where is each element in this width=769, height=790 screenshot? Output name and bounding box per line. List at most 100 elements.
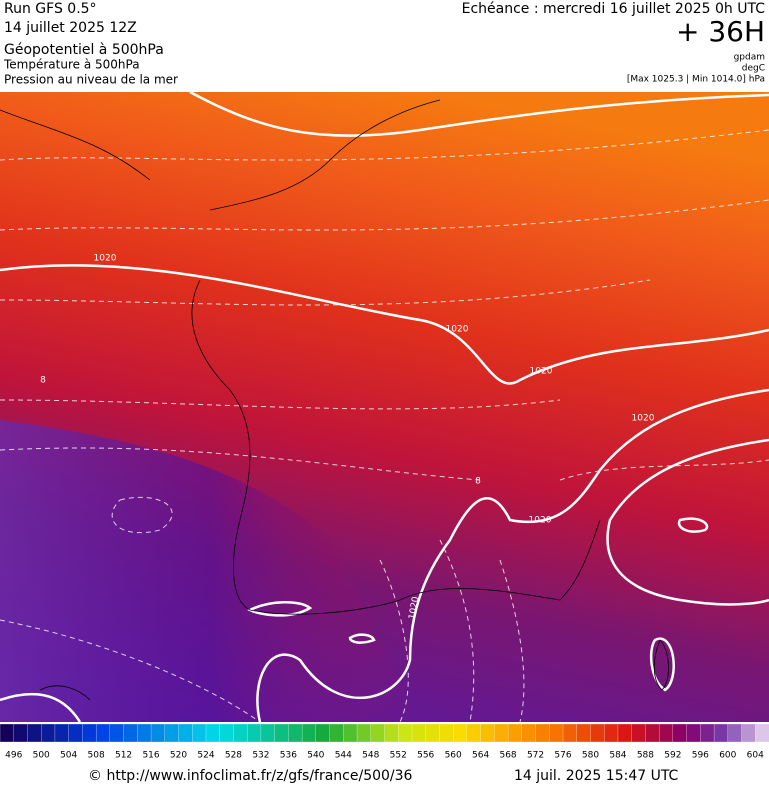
- unit: degC: [742, 64, 765, 74]
- color-swatch: [590, 723, 605, 743]
- generated: 14 juil. 2025 15:47 UTC: [514, 768, 679, 784]
- color-swatch: [109, 723, 125, 743]
- color-swatch: [137, 723, 152, 743]
- color-swatch: [617, 723, 633, 743]
- map: 1020 1020 1020 1020 1020 1020 8 8: [0, 90, 769, 723]
- isotherms: [0, 129, 769, 723]
- color-swatch: [713, 723, 729, 743]
- scale-label: 560: [445, 751, 462, 761]
- color-swatch: [521, 723, 537, 743]
- scale-label: 496: [5, 751, 22, 761]
- isobar-label: 1020: [632, 414, 655, 424]
- scale-label: 544: [335, 751, 352, 761]
- isobar-label: 1020: [408, 596, 422, 621]
- scale-label: 584: [609, 751, 626, 761]
- color-swatch: [205, 723, 221, 743]
- color-swatch: [645, 723, 660, 743]
- color-swatch: [439, 723, 454, 743]
- color-swatch: [123, 723, 138, 743]
- color-swatch: [68, 723, 84, 743]
- coastlines: [0, 99, 669, 701]
- color-swatch: [260, 723, 276, 743]
- color-swatch: [13, 723, 29, 743]
- color-swatch: [466, 723, 482, 743]
- color-swatch: [480, 723, 496, 743]
- color-swatch: [27, 723, 42, 743]
- scale-label: 500: [33, 751, 50, 761]
- run: Run GFS 0.5°: [4, 1, 97, 17]
- color-swatch: [494, 723, 509, 743]
- color-swatch: [535, 723, 550, 743]
- color-swatch: [370, 723, 386, 743]
- color-swatch: [700, 723, 715, 743]
- color-swatch: [288, 723, 303, 743]
- color-swatch: [233, 723, 248, 743]
- color-swatch: [686, 723, 701, 743]
- source: © http://www.infoclimat.fr/z/gfs/france/…: [88, 768, 413, 784]
- color-swatch: [604, 723, 619, 743]
- layer: Géopotentiel à 500hPa: [4, 42, 164, 58]
- layer: Pression au niveau de la mer: [4, 73, 178, 87]
- scale-label: 516: [142, 751, 159, 761]
- scale-label: 520: [170, 751, 187, 761]
- scale-label: 556: [417, 751, 434, 761]
- color-swatch: [301, 723, 317, 743]
- color-swatch: [549, 723, 564, 743]
- scale-label: 536: [280, 751, 297, 761]
- color-swatch: [672, 723, 688, 743]
- scale-label: 528: [225, 751, 242, 761]
- scale-label: 564: [472, 751, 489, 761]
- isobar-label: 1020: [529, 516, 552, 526]
- isobar-label: 1020: [446, 325, 469, 335]
- scale-label: 508: [88, 751, 105, 761]
- color-swatch: [755, 723, 769, 743]
- scale-label: 568: [499, 751, 516, 761]
- layer: Température à 500hPa: [3, 58, 140, 72]
- cold-area: [0, 420, 420, 722]
- scale-label: 580: [582, 751, 599, 761]
- color-swatch: [150, 723, 166, 743]
- color-swatch: [178, 723, 193, 743]
- scale-label: 572: [527, 751, 544, 761]
- color-swatch: [398, 723, 413, 743]
- scale-label: 604: [747, 751, 764, 761]
- color-scale: 496 500 504 508 512 516 520 524 528 532 536 540 544 5…: [0, 723, 769, 761]
- color-swatch: [741, 723, 756, 743]
- scale-label: 532: [252, 751, 269, 761]
- lead-time: + 36H: [676, 15, 765, 48]
- color-swatch: [95, 723, 111, 743]
- scale-label: 524: [197, 751, 214, 761]
- color-swatch: [425, 723, 441, 743]
- scale-label: 512: [115, 751, 132, 761]
- color-swatch: [384, 723, 399, 743]
- color-swatch: [274, 723, 290, 743]
- color-swatch: [0, 723, 15, 743]
- color-swatch: [315, 723, 331, 743]
- scale-label: 592: [664, 751, 681, 761]
- color-swatch: [164, 723, 180, 743]
- color-swatch: [41, 723, 56, 743]
- scale-label: 552: [390, 751, 407, 761]
- isobar-label: 1020: [94, 254, 117, 264]
- color-swatch: [54, 723, 70, 743]
- scale-label: 588: [637, 751, 654, 761]
- color-swatch: [507, 723, 523, 743]
- isobar-label: 1020: [530, 367, 553, 377]
- color-swatch: [329, 723, 344, 743]
- color-swatch: [562, 723, 578, 743]
- run-date: 14 juillet 2025 12Z: [4, 20, 137, 36]
- range: [Max 1025.3 | Min 1014.0] hPa: [627, 75, 765, 85]
- color-swatch: [343, 723, 358, 743]
- color-swatch: [727, 723, 743, 743]
- valid-time: Echéance : mercredi 16 juillet 2025 0h U…: [462, 1, 766, 17]
- scale-label: 504: [60, 751, 77, 761]
- scale-label: 548: [362, 751, 379, 761]
- color-swatch: [82, 723, 97, 743]
- color-swatch: [411, 723, 427, 743]
- color-swatch: [247, 723, 262, 743]
- color-swatch: [356, 723, 372, 743]
- isotherm-label: 8: [475, 477, 481, 487]
- unit: gpdam: [734, 53, 765, 63]
- contour-labels: 1020 1020 1020 1020 1020 1020 8 8: [40, 254, 655, 621]
